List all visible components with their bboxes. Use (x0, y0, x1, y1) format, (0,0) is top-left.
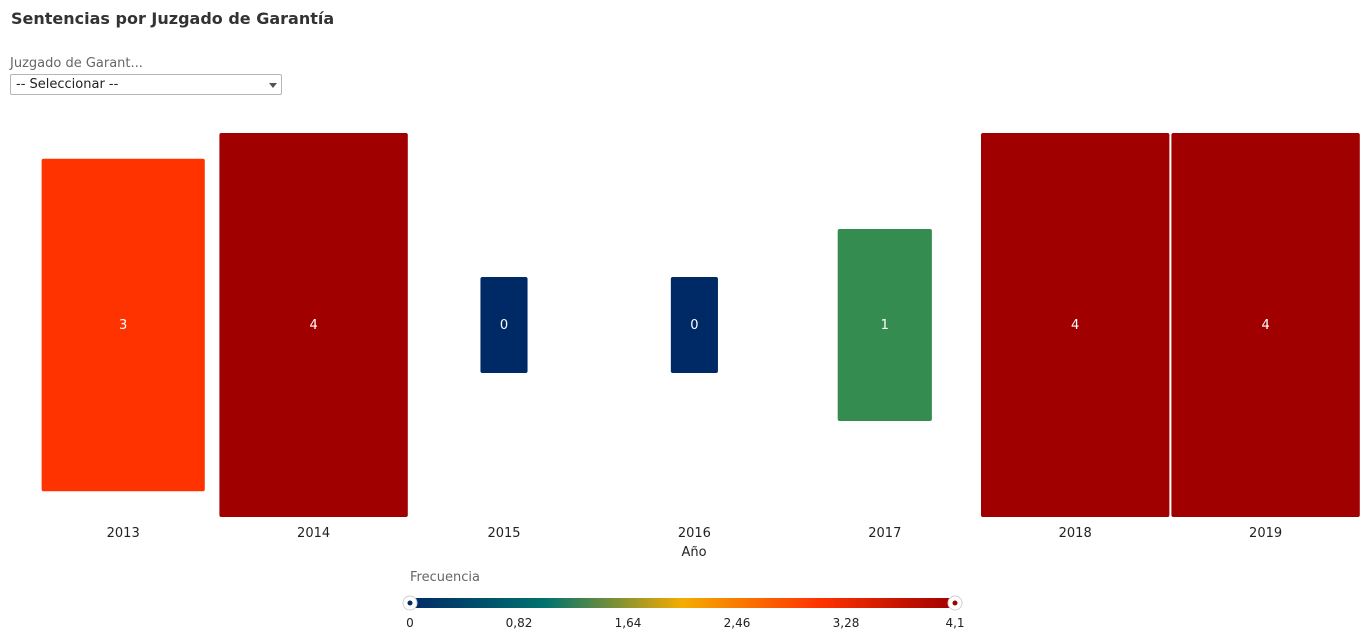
x-tick-label: 2015 (487, 526, 520, 541)
legend-tick-label: 0 (406, 616, 414, 630)
x-tick-label: 2017 (868, 526, 901, 541)
page-title: Sentencias por Juzgado de Garantía (11, 9, 335, 28)
chart-area: 3 2013 4 2014 0 2015 0 2016 1 2017 4 2018 4 2019 (41, 133, 1360, 541)
legend-tick-label: 3,28 (833, 616, 860, 630)
legend-tick-label: 1,64 (615, 616, 642, 630)
heatmap-cell[interactable] (41, 158, 205, 492)
x-tick-label: 2014 (297, 526, 330, 541)
cell-value-label: 0 (690, 318, 698, 333)
cell-value-label: 1 (881, 318, 889, 333)
legend-gradient-bar (410, 598, 955, 608)
heatmap-cell[interactable] (837, 229, 932, 421)
select-value: -- Seleccionar -- (16, 77, 119, 92)
x-tick-label: 2016 (678, 526, 711, 541)
legend-max-handle-dot (952, 600, 958, 606)
x-tick-label: 2019 (1249, 526, 1282, 541)
cell-value-label: 4 (1261, 318, 1269, 333)
legend-min-handle-dot (407, 600, 413, 606)
legend-title: Frecuencia (410, 570, 480, 585)
legend-tick-label: 2,46 (724, 616, 751, 630)
heatmap-cell[interactable] (981, 133, 1170, 517)
heatmap-cell[interactable] (1171, 133, 1360, 517)
x-tick-label: 2013 (107, 526, 140, 541)
legend-tick-label: 4,1 (945, 616, 964, 630)
x-axis-title: Año (681, 545, 707, 560)
heatmap-cell[interactable] (670, 277, 718, 373)
chevron-down-icon[interactable] (269, 83, 277, 88)
heatmap-cell[interactable] (480, 277, 528, 373)
color-legend: 0 0,82 1,64 2,46 3,28 4,1 (402, 595, 965, 630)
cell-value-label: 0 (500, 318, 508, 333)
cell-value-label: 4 (1071, 318, 1079, 333)
legend-tick-label: 0,82 (506, 616, 533, 630)
cell-value-label: 3 (119, 318, 127, 333)
heatmap-cell[interactable] (219, 133, 408, 517)
cell-value-label: 4 (309, 318, 317, 333)
x-tick-label: 2018 (1059, 526, 1092, 541)
filter-label: Juzgado de Garant... (10, 56, 143, 71)
juzgado-select[interactable]: -- Seleccionar -- (10, 74, 282, 95)
